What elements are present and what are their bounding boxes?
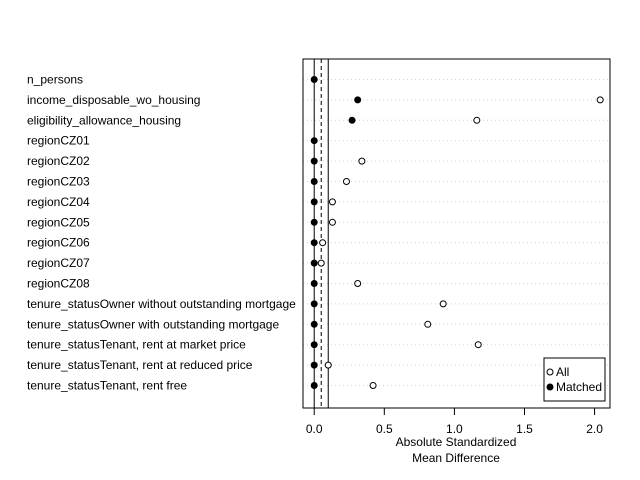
- point-all: [328, 198, 336, 206]
- row-label: tenure_statusTenant, rent free: [27, 379, 187, 393]
- legend-box: [543, 357, 606, 402]
- point-all: [319, 239, 327, 247]
- row-labels: n_persons income_disposable_wo_housingeli…: [27, 73, 296, 393]
- point-all: [473, 116, 481, 124]
- legend-label-all: All: [556, 365, 569, 379]
- x-tick-label: 1.5: [516, 422, 533, 436]
- point-matched: [310, 137, 318, 145]
- row-label: tenure_statusOwner with outstanding mort…: [27, 317, 279, 331]
- point-matched: [310, 280, 318, 287]
- point-matched: [310, 259, 318, 267]
- point-matched: [310, 361, 318, 369]
- point-matched: [310, 76, 318, 83]
- point-matched: [310, 239, 318, 247]
- legend: All Matched: [543, 357, 606, 402]
- row-label: tenure_statusOwner without outstanding m…: [27, 297, 296, 311]
- x-axis: 0.0 0.5 1.0 1.5 2.0: [306, 407, 603, 436]
- point-all: [424, 320, 432, 328]
- point-matched: [310, 198, 318, 206]
- point-all: [439, 300, 447, 308]
- point-matched: [310, 178, 318, 185]
- point-matched: [310, 382, 318, 389]
- row-label: regionCZ02: [27, 154, 90, 168]
- row-label: income_disposable_wo_housing: [27, 93, 200, 107]
- point-matched: [310, 218, 318, 226]
- row-label: regionCZ07: [27, 256, 90, 270]
- row-label: regionCZ05: [27, 215, 90, 229]
- row-label: regionCZ06: [27, 236, 90, 250]
- legend-marker-matched: [546, 383, 554, 391]
- point-all: [358, 157, 366, 165]
- row-label: regionCZ04: [27, 195, 90, 209]
- grid-lines: [303, 79, 610, 386]
- point-all: [342, 178, 350, 185]
- x-tick-label: 0.5: [376, 422, 393, 436]
- point-matched: [310, 157, 318, 165]
- x-axis-title-line-2: Mean Difference: [412, 451, 500, 465]
- point-matched: [310, 300, 318, 308]
- point-all: [354, 280, 362, 287]
- point-all: [474, 341, 482, 349]
- x-tick-label: 0.0: [306, 422, 323, 436]
- x-tick-label: 2.0: [586, 422, 603, 436]
- row-label: regionCZ03: [27, 175, 90, 189]
- row-label: tenure_statusTenant, rent at market pric…: [27, 338, 246, 352]
- point-all: [596, 96, 604, 104]
- row-label: regionCZ01: [27, 134, 90, 148]
- point-matched: [310, 341, 318, 349]
- row-label: tenure_statusTenant, rent at reduced pri…: [27, 358, 253, 372]
- reference-lines: [313, 59, 329, 408]
- legend-marker-all: [546, 368, 554, 376]
- point-all: [317, 259, 325, 267]
- row-label: n_persons: [27, 73, 83, 87]
- legend-label-matched: Matched: [556, 380, 602, 394]
- plot-frame: [302, 58, 611, 409]
- row-label: regionCZ08: [27, 277, 90, 291]
- point-matched: [310, 320, 318, 328]
- point-all: [328, 218, 336, 226]
- point-all: [369, 382, 377, 389]
- point-all: [324, 361, 332, 369]
- data-points: [310, 76, 604, 389]
- row-label: eligibility_allowance_housing: [27, 113, 181, 127]
- point-matched: [348, 116, 356, 124]
- x-tick-label: 1.0: [446, 422, 463, 436]
- x-axis-title-line-1: Absolute Standardized: [396, 435, 517, 449]
- point-matched: [354, 96, 362, 104]
